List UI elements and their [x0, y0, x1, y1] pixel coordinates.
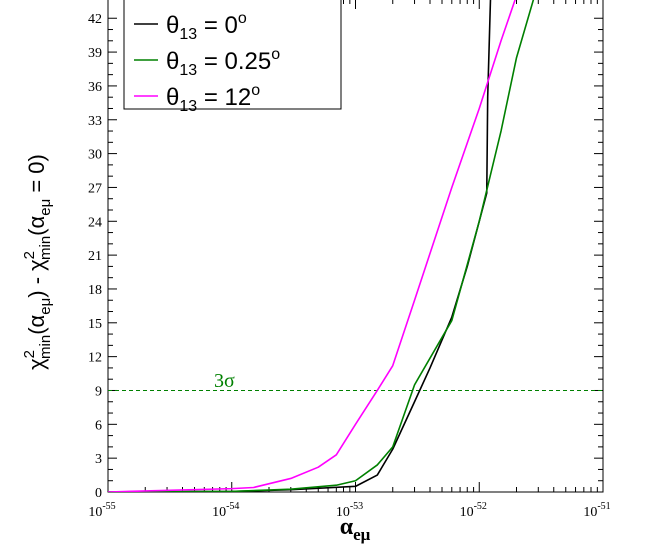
y-tick-label: 0: [95, 486, 102, 501]
ylabel-chi1-sup: 2: [21, 350, 38, 358]
y-tick-label: 39: [88, 46, 102, 61]
ylabel-chi1: χ: [24, 358, 49, 370]
ylabel-minus: ) - χ: [24, 259, 49, 298]
y-tick-label: 42: [88, 12, 102, 27]
legend-box: [123, 0, 342, 110]
x-tick-label: 10-52: [460, 501, 487, 520]
series-line-1: [108, 0, 535, 492]
ylabel-emu1: eμ: [37, 298, 54, 315]
y-tick-label: 27: [88, 181, 102, 196]
y-tick-label: 12: [88, 351, 102, 366]
x-tick-label: 10-55: [88, 501, 115, 520]
legend-label-1: θ13 = 0.25o: [166, 46, 280, 79]
x-tick-label: 10-54: [212, 501, 239, 520]
legend-label-2: θ13 = 12o: [166, 82, 260, 115]
y-tick-label: 21: [88, 249, 102, 264]
xlabel-sub: eμ: [353, 525, 371, 544]
y-tick-label: 24: [88, 215, 102, 230]
y-tick-label: 15: [88, 317, 102, 332]
y-tick-label: 18: [88, 283, 102, 298]
legend-label-0: θ13 = 0o: [166, 10, 247, 43]
y-tick-label: 9: [95, 384, 102, 399]
ylabel-chi2-sup: 2: [21, 251, 38, 259]
xlabel-alpha: α: [340, 514, 354, 540]
ylabel-chi1-sub: min: [37, 335, 54, 359]
y-tick-label: 33: [88, 114, 102, 129]
ylabel-eq0: = 0): [24, 154, 49, 199]
x-axis-label: αeμ: [340, 514, 371, 544]
x-tick-label: 10-53: [336, 501, 363, 520]
series-line-0: [108, 0, 492, 492]
ylabel-emu2: eμ: [37, 199, 54, 216]
reference-line-label: 3σ: [214, 370, 235, 392]
y-tick-label: 3: [95, 452, 102, 467]
svg-text:χ2min(αeμ) - χ2min(αeμ = 0): χ2min(αeμ) - χ2min(αeμ = 0): [21, 154, 54, 370]
ylabel-open2: (α: [24, 215, 49, 235]
series-line-2: [108, 0, 516, 492]
y-axis-label: χ2min(αeμ) - χ2min(αeμ = 0): [21, 154, 54, 370]
ylabel-chi2-sub: min: [37, 236, 54, 260]
y-tick-label: 30: [88, 148, 102, 163]
series-group: [108, 0, 535, 492]
y-tick-label: 6: [95, 418, 102, 433]
ylabel-open1: (α: [24, 314, 49, 334]
y-tick-label: 36: [88, 80, 102, 95]
x-tick-label: 10-51: [583, 501, 610, 520]
